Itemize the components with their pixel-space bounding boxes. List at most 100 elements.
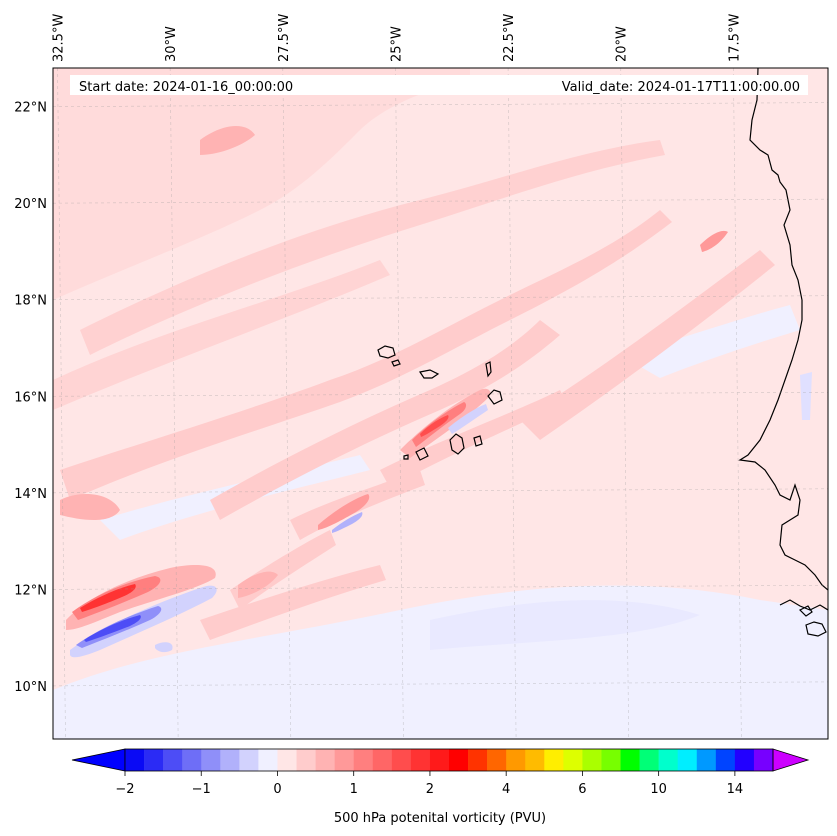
colorbar-segment xyxy=(506,749,526,771)
island-coast xyxy=(415,447,429,461)
colorbar-segment xyxy=(544,749,564,771)
colorbar-segment xyxy=(353,749,374,771)
colorbar-ticks: −2 −1 0 1 2 4 6 10 14 xyxy=(115,771,743,797)
colorbar-tick-label: −2 xyxy=(115,782,134,797)
longitude-label: 17.5°W xyxy=(727,14,742,62)
graticule-meridian xyxy=(733,68,742,739)
valid-date-label: Valid_date: 2024-01-17T11:00:00.00 xyxy=(562,80,800,95)
colorbar-segment xyxy=(734,749,755,771)
pv-contour-light-pink xyxy=(210,320,560,520)
longitude-label: 27.5°W xyxy=(277,14,292,62)
graticule-meridian xyxy=(169,68,179,739)
island-coast xyxy=(449,433,465,455)
island-coast xyxy=(377,345,396,359)
colorbar-segment xyxy=(601,749,621,771)
colorbar-segment xyxy=(563,749,583,771)
colorbar-segment xyxy=(163,749,183,771)
pv-contour-light-pink xyxy=(80,140,665,355)
colorbar-segment xyxy=(258,749,278,771)
graticule-meridian xyxy=(282,68,292,739)
graticule-meridian xyxy=(57,68,66,739)
longitude-labels: 32.5°W 30°W 27.5°W 25°W 22.5°W 20°W 17.5°W xyxy=(52,14,743,62)
island-coast xyxy=(798,605,813,617)
pv-contour-light-pink xyxy=(60,210,672,500)
colorbar-segment xyxy=(277,749,297,771)
latitude-label: 10°N xyxy=(14,680,47,695)
colorbar-tick-label: 4 xyxy=(502,782,510,797)
graticule-meridian xyxy=(620,68,630,739)
map-frame xyxy=(52,67,829,740)
pv-contour-light-blue xyxy=(800,372,812,420)
longitude-label: 22.5°W xyxy=(502,14,517,62)
latitude-label: 18°N xyxy=(14,294,47,309)
colorbar-segment xyxy=(677,749,698,771)
pv-contour-blue xyxy=(155,642,173,653)
pv-contour-light-pink xyxy=(53,260,390,410)
pv-contour-light-pink xyxy=(200,565,386,640)
latitude-label: 16°N xyxy=(14,390,47,405)
colorbar-segment xyxy=(410,749,431,771)
colorbar-segment xyxy=(182,749,202,771)
colorbar-segment xyxy=(239,749,259,771)
pv-contour-blue xyxy=(448,404,488,434)
colorbar-segment xyxy=(449,749,469,771)
date-header-bar xyxy=(70,75,808,95)
colorbar-frame xyxy=(124,748,774,772)
colorbar-segment xyxy=(753,749,774,771)
pv-contour-red xyxy=(80,584,136,612)
colorbar-tick-label: 6 xyxy=(578,782,586,797)
colorbar-tick-label: 0 xyxy=(273,782,281,797)
colorbar-tick-label: 10 xyxy=(650,782,667,797)
island-coast xyxy=(419,369,440,379)
pv-contour-red xyxy=(420,415,449,437)
latitude-label: 12°N xyxy=(14,583,47,598)
pv-contour-pink xyxy=(66,565,216,630)
colorbar-tick-label: 14 xyxy=(727,782,744,797)
latitude-label: 22°N xyxy=(14,101,47,116)
colorbar-segment xyxy=(639,749,659,771)
latitude-label: 14°N xyxy=(14,487,47,502)
colorbar-segment xyxy=(391,749,412,771)
start-date-label: Start date: 2024-01-16_00:00:00 xyxy=(79,80,293,95)
longitude-label: 32.5°W xyxy=(52,14,67,62)
island-coast xyxy=(805,621,827,637)
colorbar-segment xyxy=(201,749,221,771)
pv-contour-light-blue xyxy=(430,600,700,650)
graticule-meridian xyxy=(395,68,404,739)
island-coast xyxy=(403,454,409,460)
island-coast xyxy=(485,361,492,378)
pv-contour-light-blue xyxy=(620,305,800,378)
colorbar-segment xyxy=(220,749,240,771)
latitude-labels: 22°N 20°N 18°N 16°N 14°N 12°N 10°N xyxy=(14,101,47,695)
island-coast xyxy=(391,359,401,367)
colorbar: −2 −1 0 1 2 4 6 10 14 500 hPa potenital vorticit… xyxy=(71,748,810,826)
colorbar-extend-low xyxy=(71,748,126,772)
pv-contour-pink xyxy=(238,571,278,598)
pv-contour-blue xyxy=(332,512,363,533)
pv-contour-blue xyxy=(84,615,141,642)
pv-contour-pink xyxy=(318,494,370,530)
pv-contour-light-pink xyxy=(53,68,470,300)
colorbar-segment xyxy=(372,749,393,771)
colorbar-segment xyxy=(620,749,640,771)
colorbar-segment xyxy=(582,749,602,771)
pv-contour-pink xyxy=(60,494,120,520)
colorbar-segment xyxy=(715,749,736,771)
colorbar-segment xyxy=(429,749,450,771)
pv-contour-pink xyxy=(700,230,728,252)
island-coast xyxy=(487,389,503,405)
colorbar-segment xyxy=(468,749,488,771)
colorbar-segment xyxy=(696,749,717,771)
latitude-label: 20°N xyxy=(14,197,47,212)
colorbar-tick-label: 2 xyxy=(426,782,434,797)
longitude-label: 20°W xyxy=(615,26,630,62)
longitude-label: 30°W xyxy=(164,26,179,62)
colorbar-segment xyxy=(315,749,335,771)
colorbar-segment xyxy=(125,749,145,771)
colorbar-segment xyxy=(658,749,679,771)
graticule-meridian xyxy=(507,68,517,739)
island-coast xyxy=(473,435,483,447)
africa-coastline xyxy=(738,68,828,591)
graticule xyxy=(53,68,828,739)
